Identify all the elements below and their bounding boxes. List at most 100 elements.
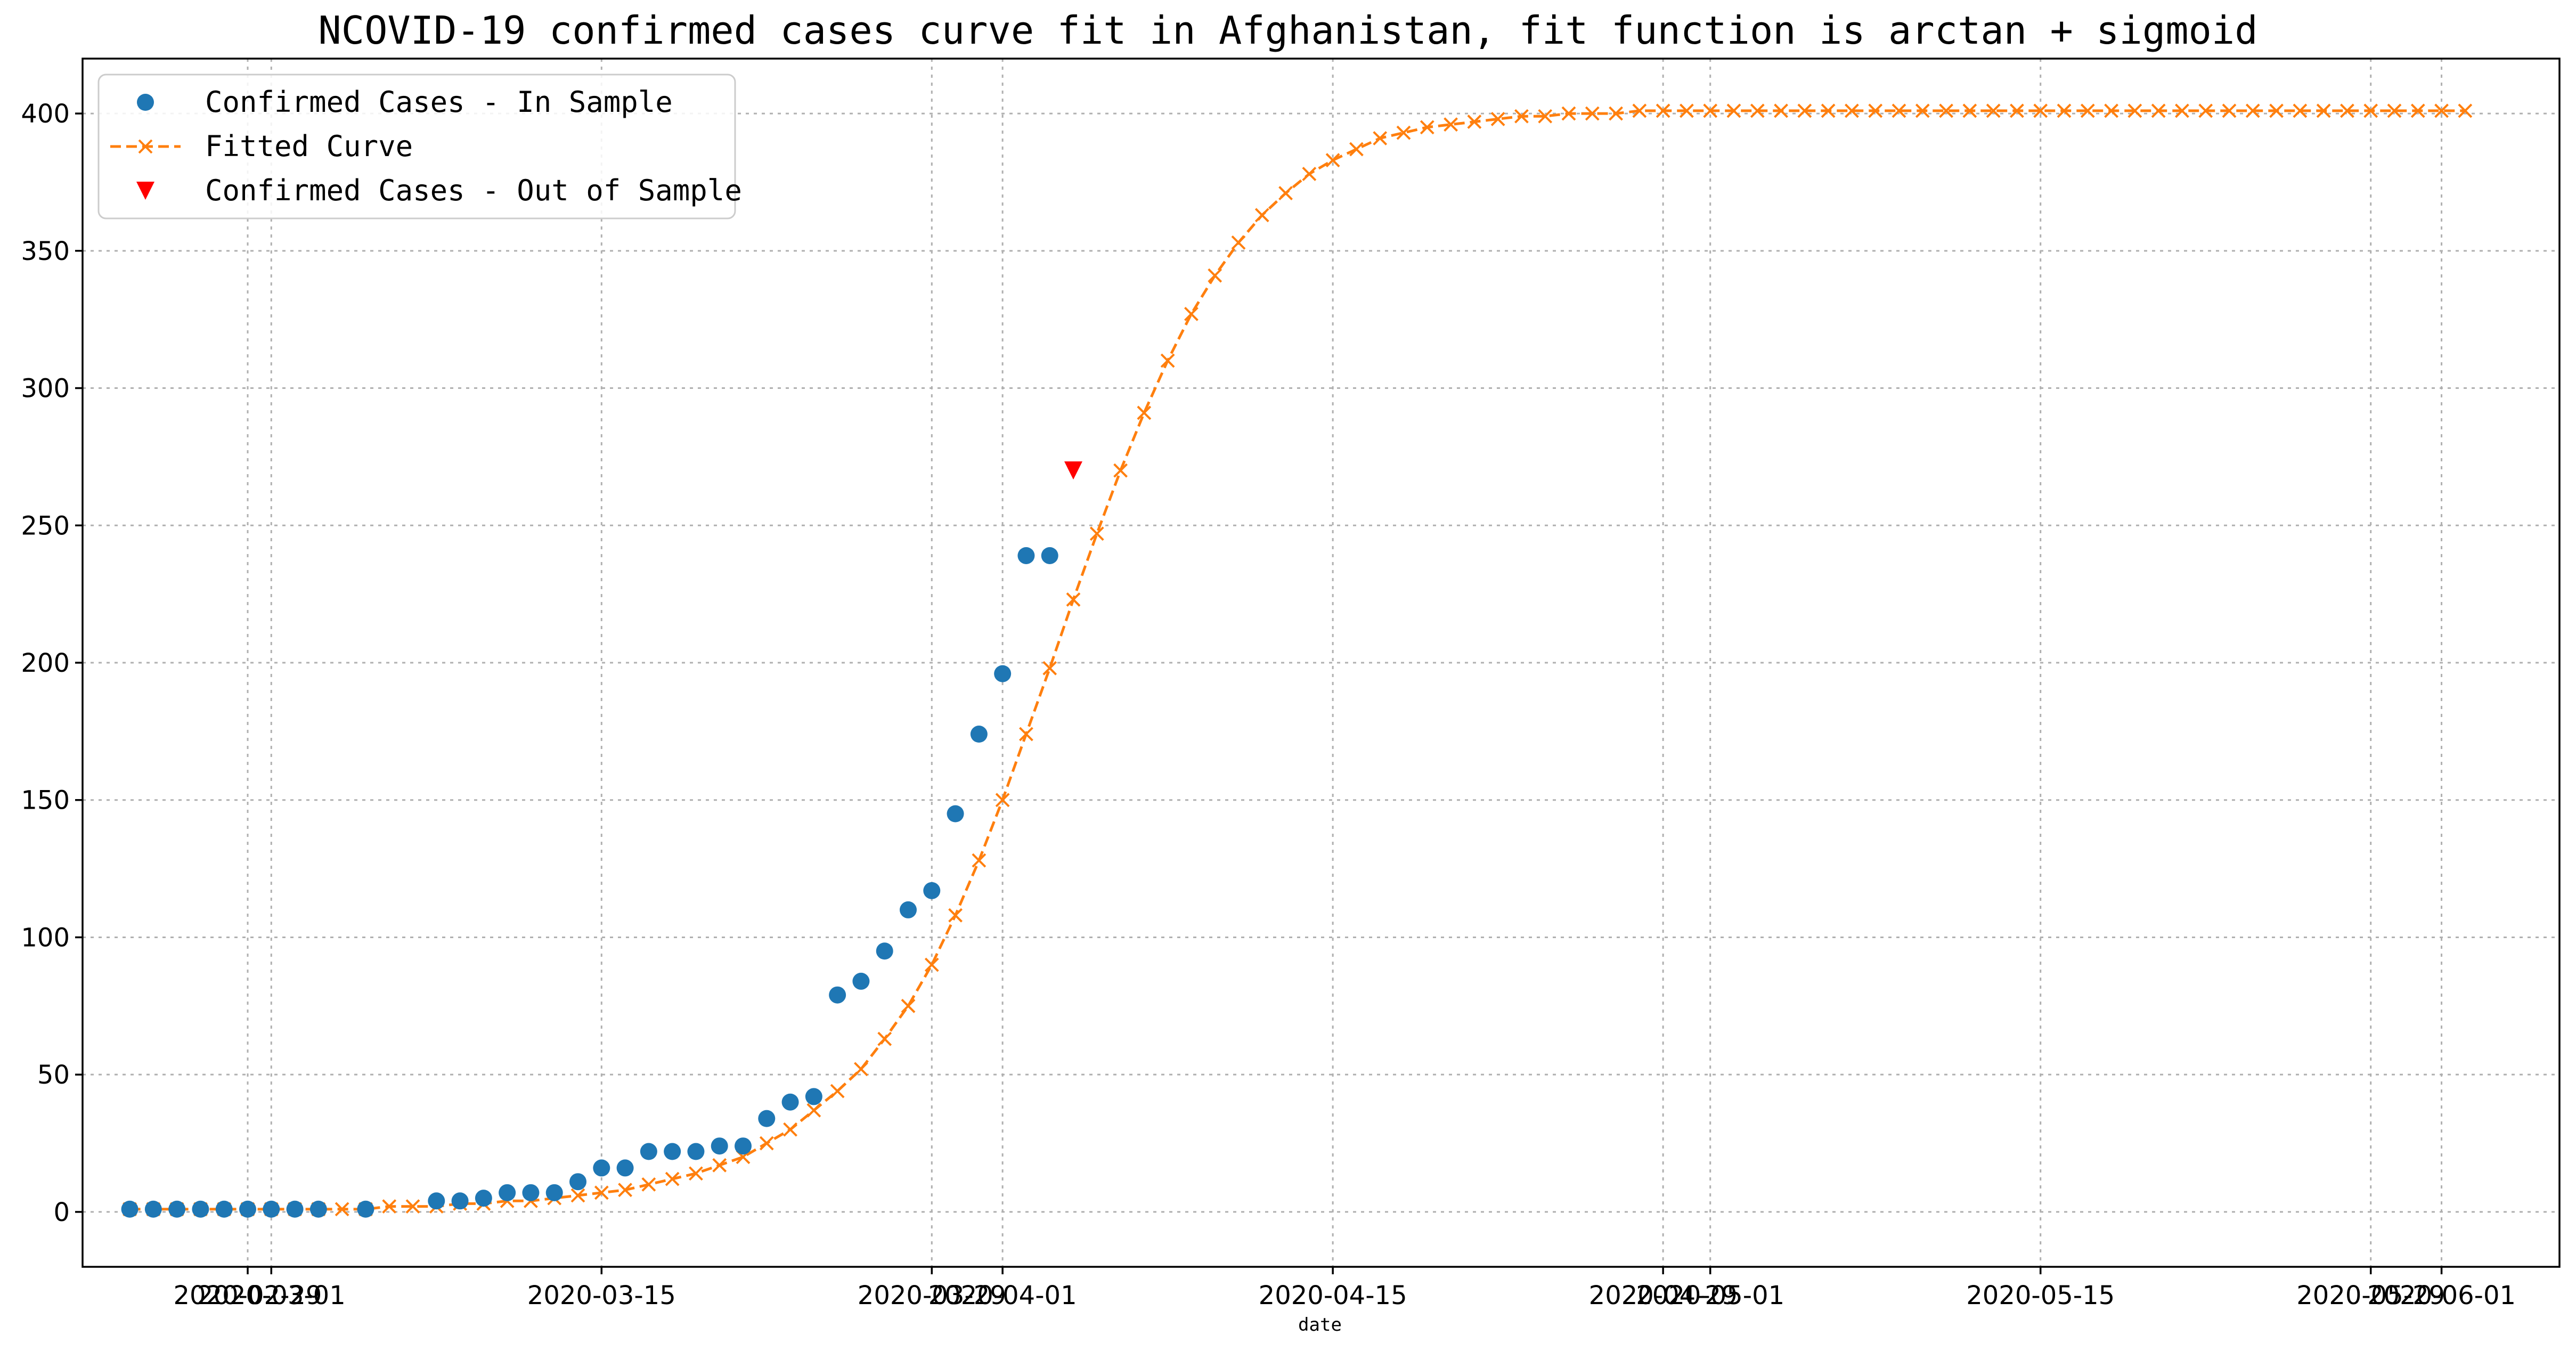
in-sample-point — [499, 1184, 516, 1201]
fitted-curve-point — [2458, 103, 2473, 118]
in-sample-point — [970, 726, 988, 743]
fitted-curve-point — [759, 1136, 774, 1151]
in-sample-point — [192, 1200, 209, 1218]
in-sample-point — [569, 1173, 586, 1191]
fitted-curve-point — [2104, 103, 2118, 118]
fitted-curve-point — [2410, 103, 2425, 118]
in-sample-point — [286, 1200, 304, 1218]
fitted-curve-point — [1490, 111, 1505, 126]
y-tick-label: 400 — [21, 99, 70, 129]
fitted-curve-point — [1726, 103, 1741, 118]
y-tick-label: 0 — [53, 1198, 70, 1227]
x-tick-label: 2020-05-15 — [1966, 1281, 2115, 1311]
chart-title: NCOVID-19 confirmed cases curve fit in A… — [318, 8, 2257, 53]
fitted-curve-point — [1184, 306, 1199, 321]
fitted-curve-point — [2363, 103, 2378, 118]
fitted-curve-point — [1066, 592, 1081, 607]
x-tick-label: 2020-04-15 — [1259, 1281, 1407, 1311]
fitted-curve-point — [1632, 103, 1647, 118]
fitted-curve-point — [877, 1031, 892, 1046]
y-tick-label: 300 — [21, 374, 70, 404]
fitted-curve-point — [1986, 103, 2001, 118]
fitted-curve-point — [1939, 103, 1953, 118]
legend-label-out-of-sample: Confirmed Cases - Out of Sample — [205, 174, 742, 207]
fitted-curve-point — [948, 908, 963, 923]
fitted-curve-point — [1444, 117, 1458, 132]
y-tick-label: 200 — [21, 648, 70, 678]
fitted-curve-point — [1467, 115, 1482, 129]
fitted-curve-point — [1915, 103, 1930, 118]
fitted-curve-point — [618, 1183, 632, 1198]
fitted-curve-point — [665, 1171, 680, 1186]
in-sample-point — [664, 1143, 681, 1160]
in-sample-point — [852, 972, 870, 990]
fitted-curve-point — [1137, 405, 1152, 420]
in-sample-point — [994, 665, 1012, 682]
fitted-curve-point — [1208, 268, 1222, 283]
out-of-sample-point — [1064, 461, 1082, 480]
points-layer — [121, 461, 1082, 1218]
in-sample-point — [168, 1200, 186, 1218]
fitted-curve-point — [2198, 103, 2213, 118]
fitted-curve-point — [2245, 103, 2260, 118]
fitted-curve-point — [2387, 103, 2402, 118]
x-axis-label: date — [1298, 1314, 1342, 1336]
y-tick-label: 250 — [21, 511, 70, 541]
x-tick-label: 2020-05-01 — [1636, 1281, 1784, 1311]
fitted-curve-point — [1325, 153, 1340, 168]
fitted-curve-point — [382, 1199, 397, 1214]
fitted-curve-point — [1302, 167, 1317, 181]
fitted-curve-point — [2057, 103, 2072, 118]
axes: 0501001502002503003504002020-02-292020-0… — [21, 58, 2561, 1311]
fitted-curve-point — [1821, 103, 1836, 118]
in-sample-point — [829, 986, 846, 1004]
fitted-curve-point — [1160, 353, 1175, 368]
in-sample-point — [711, 1137, 728, 1155]
fitted-curve-point — [1609, 106, 1623, 121]
in-sample-point — [758, 1110, 776, 1127]
fitted-curve-point — [1774, 103, 1788, 118]
fitted-curve-point — [1113, 463, 1128, 478]
legend-label-in-sample: Confirmed Cases - In Sample — [205, 85, 673, 119]
in-sample-point — [781, 1093, 799, 1111]
in-sample-point — [593, 1159, 610, 1177]
fitted-curve-point — [901, 998, 916, 1013]
fitted-curve-point — [570, 1188, 585, 1203]
in-sample-point — [121, 1200, 138, 1218]
fitted-curve-point — [2175, 103, 2189, 118]
fitted-curve-point — [1585, 106, 1600, 121]
y-tick-label: 50 — [37, 1060, 70, 1090]
y-tick-label: 350 — [21, 237, 70, 266]
fitted-curve-point — [1561, 106, 1576, 121]
in-sample-point — [616, 1159, 634, 1177]
fitted-curve-point — [2127, 103, 2142, 118]
fitted-curve-point — [1962, 103, 1977, 118]
grid — [83, 59, 2559, 1267]
fitted-curve-point — [335, 1202, 349, 1217]
legend: Confirmed Cases - In Sample Fitted Curve C… — [97, 74, 742, 219]
fitted-curve-point — [712, 1158, 727, 1173]
fitted-curve-point — [2222, 103, 2237, 118]
fitted-curve-point — [1656, 103, 1670, 118]
fitted-curve-point — [2033, 103, 2048, 118]
in-sample-point — [1041, 547, 1058, 564]
fitted-curve-point — [1680, 103, 1694, 118]
fitted-curve-point — [854, 1062, 868, 1077]
in-sample-point — [357, 1200, 374, 1218]
fitted-curve-point — [1514, 109, 1529, 124]
in-sample-point — [144, 1200, 162, 1218]
fitted-curve-point — [806, 1103, 821, 1118]
in-sample-point — [428, 1192, 445, 1210]
in-sample-point — [451, 1192, 469, 1210]
fitted-curve-point — [2293, 103, 2308, 118]
legend-marker-fitted — [138, 139, 153, 154]
fitted-curve-point — [689, 1166, 703, 1181]
x-tick-label: 2020-03-15 — [527, 1281, 676, 1311]
in-sample-point — [687, 1143, 705, 1160]
x-tick-label: 2020-06-01 — [2367, 1281, 2516, 1311]
fitted-curve-point — [1892, 103, 1906, 118]
legend-label-fitted: Fitted Curve — [205, 129, 413, 163]
fitted-curve-line — [129, 109, 2465, 1211]
in-sample-point — [263, 1200, 280, 1218]
